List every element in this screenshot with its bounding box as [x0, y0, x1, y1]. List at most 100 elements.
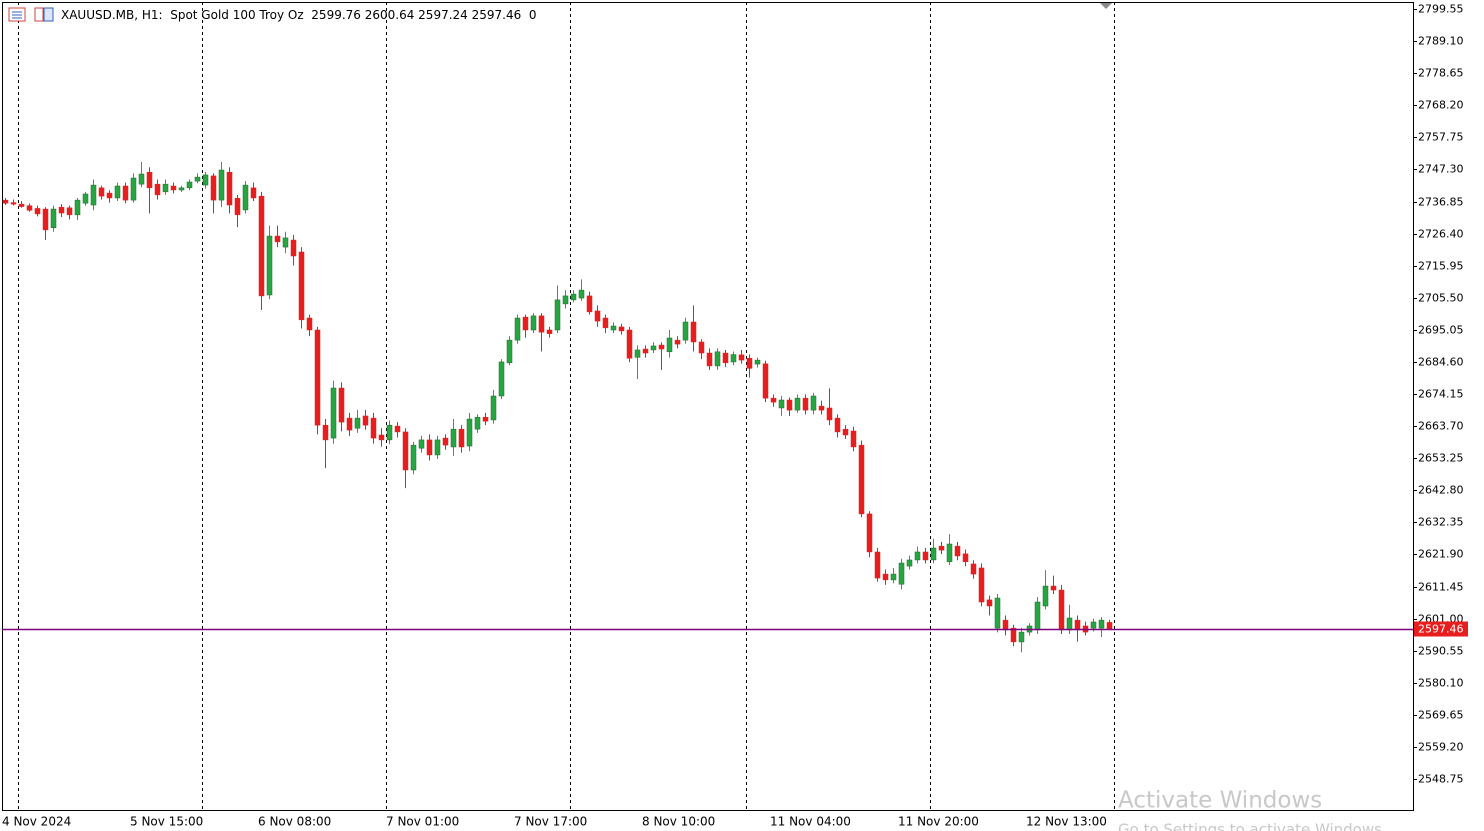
y-tick-label: 2789.10	[1418, 35, 1464, 48]
y-tick-label: 2726.40	[1418, 228, 1464, 241]
candle-body	[106, 192, 113, 199]
candle-body	[2, 199, 9, 204]
candle-body	[314, 329, 321, 426]
candle-body	[26, 205, 33, 211]
candle-body	[1106, 622, 1113, 630]
candle-body	[682, 321, 689, 341]
icon	[34, 7, 44, 22]
candle-body	[58, 206, 65, 214]
candle-body	[626, 329, 633, 359]
candle-body	[1090, 621, 1097, 629]
candle-body	[82, 193, 89, 204]
candle-body	[738, 354, 745, 361]
candle-body	[306, 317, 313, 331]
candle-body	[346, 417, 353, 431]
candle-body	[586, 295, 593, 313]
candle-body	[546, 329, 553, 334]
candle-body	[794, 397, 801, 411]
candle-body	[42, 208, 49, 231]
candle-body	[202, 174, 209, 186]
candle-body	[146, 171, 153, 189]
x-tick-label: 8 Nov 10:00	[642, 815, 715, 829]
y-tick-label: 2548.75	[1418, 773, 1464, 786]
candle-body	[154, 183, 161, 196]
candle-body	[1050, 585, 1057, 591]
candle-body	[842, 428, 849, 436]
candle-body	[170, 185, 177, 191]
candle-body	[1098, 619, 1105, 629]
y-tick-label: 2632.35	[1418, 516, 1464, 529]
candle-body	[138, 173, 145, 185]
shift-marker	[1100, 3, 1112, 9]
candle-body	[282, 237, 289, 248]
candle-body	[650, 345, 657, 351]
y-tick-label: 2569.65	[1418, 709, 1464, 722]
candle-body	[442, 437, 449, 446]
candle-body	[850, 430, 857, 448]
candle-body	[418, 439, 425, 449]
candle-body	[1010, 627, 1017, 643]
candle-body	[354, 417, 361, 429]
y-tick-label: 2684.60	[1418, 356, 1464, 369]
candle-body	[330, 387, 337, 439]
y-tick-label: 2715.95	[1418, 260, 1464, 273]
candle-body	[394, 425, 401, 433]
y-tick-label: 2768.20	[1418, 99, 1464, 112]
candle-body	[818, 405, 825, 411]
candle-body	[802, 397, 809, 411]
candle-body	[210, 175, 217, 201]
chart-title: XAUUSD.MB, H1: Spot Gold 100 Troy Oz 259…	[61, 8, 537, 22]
y-tick-label: 2663.70	[1418, 420, 1464, 433]
candle-body	[938, 545, 945, 551]
day-separators	[18, 2, 1115, 810]
candle-body	[258, 195, 265, 297]
candle-body	[250, 187, 257, 199]
y-tick-label: 2580.10	[1418, 677, 1464, 690]
candle-body	[778, 399, 785, 409]
candle-body	[970, 563, 977, 575]
y-tick-label: 2778.65	[1418, 67, 1464, 80]
y-tick-label: 2621.90	[1418, 548, 1464, 561]
candle-body	[186, 181, 193, 189]
candle-body	[322, 424, 329, 441]
y-tick-label: 2642.80	[1418, 484, 1464, 497]
candle-body	[274, 235, 281, 243]
candle-body	[770, 397, 777, 403]
candle-body	[1042, 585, 1049, 607]
candle-body	[98, 187, 105, 197]
candle-body	[554, 299, 561, 331]
candle-body	[378, 434, 385, 441]
candle-body	[490, 395, 497, 421]
candle-body	[610, 325, 617, 331]
candle-body	[122, 185, 129, 201]
candle-body	[690, 321, 697, 343]
candle-body	[946, 543, 953, 563]
x-tick-label: 12 Nov 13:00	[1026, 815, 1107, 829]
candle-body	[482, 416, 489, 422]
candle-body	[506, 339, 513, 364]
candle-body	[866, 513, 873, 553]
candle-body	[298, 251, 305, 321]
candle-body	[1058, 589, 1065, 631]
candle-body	[890, 573, 897, 581]
toolbar-icons	[8, 7, 54, 22]
candle-body	[218, 169, 225, 201]
candle-body	[618, 326, 625, 332]
candle-body	[66, 207, 73, 216]
candle-body	[994, 597, 1001, 629]
watermark: Activate Windows	[1118, 788, 1322, 814]
x-tick-label: 7 Nov 01:00	[386, 815, 459, 829]
candle-body	[906, 559, 913, 567]
candle-body	[1002, 619, 1009, 631]
candle-body	[986, 599, 993, 607]
y-tick-label: 2695.05	[1418, 324, 1464, 337]
candle-body	[370, 417, 377, 439]
candle-body	[498, 361, 505, 397]
candle-body	[898, 562, 905, 585]
candle-body	[266, 235, 273, 296]
candle-body	[930, 547, 937, 561]
y-tick-label: 2653.25	[1418, 452, 1464, 465]
candle-body	[858, 444, 865, 515]
